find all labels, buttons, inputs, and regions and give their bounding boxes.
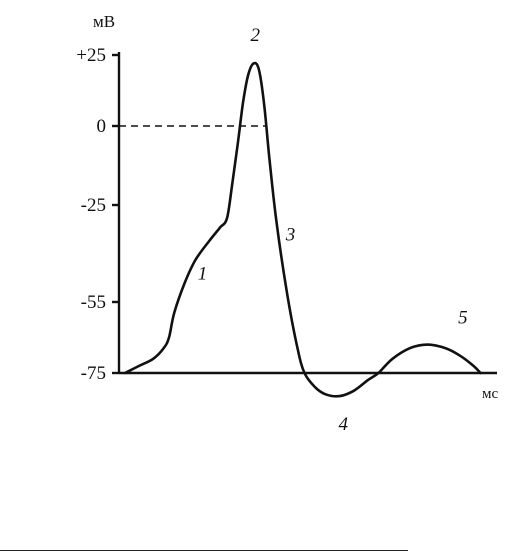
phase-labels: 1 2 3 4 5	[198, 25, 468, 435]
y-tick-label: -75	[81, 363, 106, 384]
bottom-rule	[0, 550, 408, 551]
y-tick-label: 0	[97, 116, 107, 137]
phase-label-4: 4	[338, 414, 348, 435]
x-axis-unit-label: мс	[482, 386, 498, 402]
phase-label-2: 2	[250, 25, 260, 46]
y-axis-unit-label: мВ	[93, 12, 115, 31]
phase-label-3: 3	[285, 225, 296, 246]
y-tick-label: -55	[81, 292, 106, 313]
y-axis-ticks: +25 0 -25 -55 -75	[76, 45, 119, 384]
phase-label-5: 5	[458, 307, 468, 328]
y-tick-label: +25	[76, 45, 106, 66]
y-tick-label: -25	[81, 195, 106, 216]
action-potential-curve	[123, 61, 482, 398]
phase-label-1: 1	[198, 263, 208, 284]
